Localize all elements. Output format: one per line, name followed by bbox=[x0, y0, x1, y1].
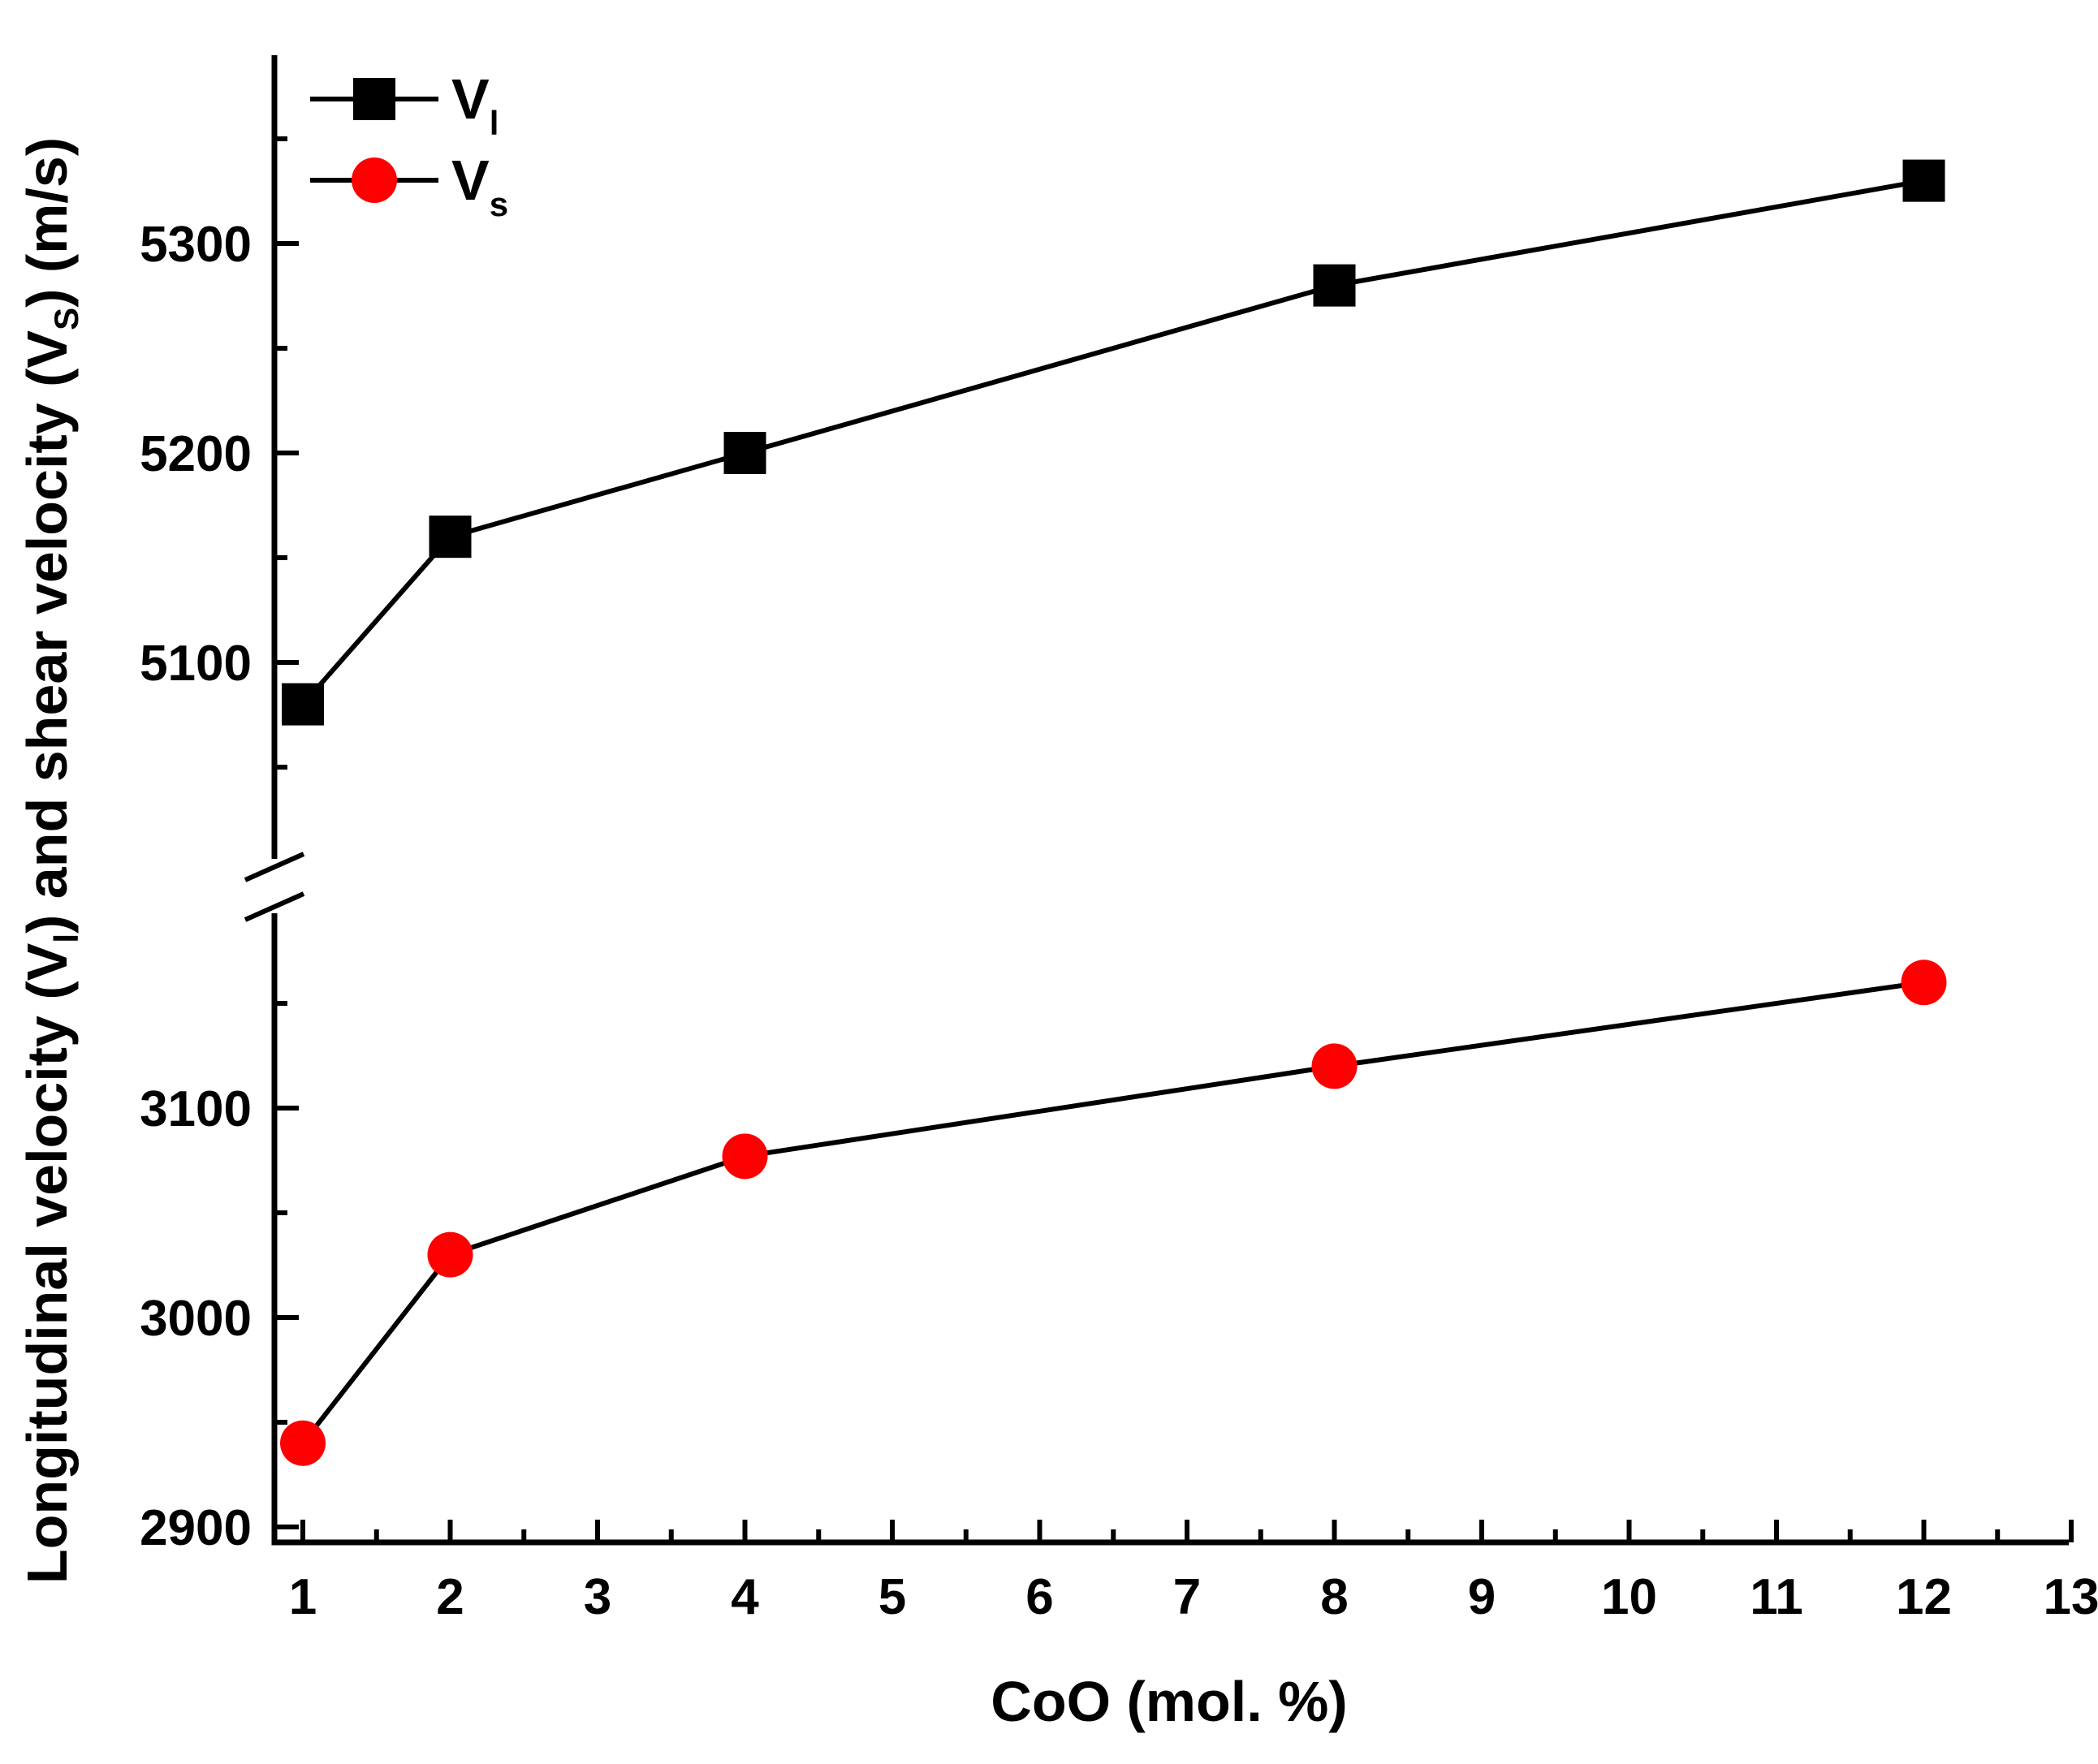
y-axis-title-sub-l: l bbox=[47, 934, 85, 943]
data-point-vs bbox=[280, 1420, 326, 1466]
y-axis-title-part-2: ) and shear velocity (V bbox=[15, 330, 79, 934]
x-tick-label: 3 bbox=[584, 1569, 611, 1625]
data-point-vs bbox=[427, 1231, 473, 1278]
legend-label-sub: l bbox=[490, 104, 499, 142]
legend-label-main: V bbox=[451, 67, 490, 131]
x-tick-label: 4 bbox=[731, 1569, 759, 1625]
series-line-vl bbox=[300, 178, 1925, 706]
x-tick-label: 11 bbox=[1750, 1569, 1803, 1625]
data-point-vs bbox=[722, 1133, 768, 1180]
axes bbox=[244, 55, 2069, 1546]
series-layer bbox=[280, 159, 1947, 1466]
x-tick-label: 8 bbox=[1320, 1569, 1348, 1625]
legend-marker-vs bbox=[352, 157, 397, 203]
axis-break-mark-top bbox=[244, 852, 305, 882]
legend-label-vl: Vl bbox=[451, 67, 499, 142]
data-point-vl bbox=[429, 515, 472, 559]
legend-label-main: V bbox=[451, 149, 490, 212]
x-tick-label: 7 bbox=[1173, 1569, 1201, 1625]
y-tick-label: 3000 bbox=[140, 1291, 252, 1347]
data-point-vs bbox=[1901, 960, 1947, 1006]
x-tick-label: 1 bbox=[289, 1569, 317, 1625]
x-tick-label: 13 bbox=[2044, 1569, 2098, 1625]
x-tick-label: 2 bbox=[436, 1569, 464, 1625]
y-axis-title-part-1: Longitudinal velocity (V bbox=[15, 942, 79, 1584]
x-tick-label: 6 bbox=[1025, 1569, 1053, 1625]
y-tick-label: 3100 bbox=[140, 1081, 252, 1137]
legend-marker-vl bbox=[353, 78, 395, 120]
data-point-vl bbox=[282, 683, 324, 726]
x-tick-label: 10 bbox=[1601, 1569, 1657, 1625]
y-axis-title-part-3: ) (m/s) bbox=[15, 137, 79, 308]
series-line-vs bbox=[300, 980, 1924, 1445]
y-axis-title-sub-s: S bbox=[47, 308, 85, 330]
y-tick-label: 2900 bbox=[140, 1500, 252, 1556]
x-tick-label: 9 bbox=[1468, 1569, 1496, 1625]
x-tick-label: 5 bbox=[878, 1569, 906, 1625]
x-tick-label: 12 bbox=[1896, 1569, 1952, 1625]
data-point-vl bbox=[723, 432, 766, 474]
y-tick-label: 5200 bbox=[140, 426, 252, 482]
y-tick-label: 5300 bbox=[140, 217, 252, 273]
data-point-vl bbox=[1313, 264, 1356, 307]
x-axis-title: CoO (mol. %) bbox=[991, 1670, 1347, 1733]
legend-label-vs: Vs bbox=[451, 149, 508, 223]
y-tick-label: 5100 bbox=[140, 636, 252, 692]
legend-label-sub: s bbox=[490, 185, 508, 223]
y-axis-title: Longitudinal velocity (Vl) and shear vel… bbox=[15, 137, 85, 1584]
data-point-vs bbox=[1311, 1043, 1358, 1089]
axis-break-mark-bottom bbox=[244, 891, 305, 922]
ticks: 1 2 3 4 5 6 7 8 9 10 11 12 1351005200530029003000310… bbox=[140, 136, 2098, 1625]
data-point-vl bbox=[1902, 159, 1945, 202]
